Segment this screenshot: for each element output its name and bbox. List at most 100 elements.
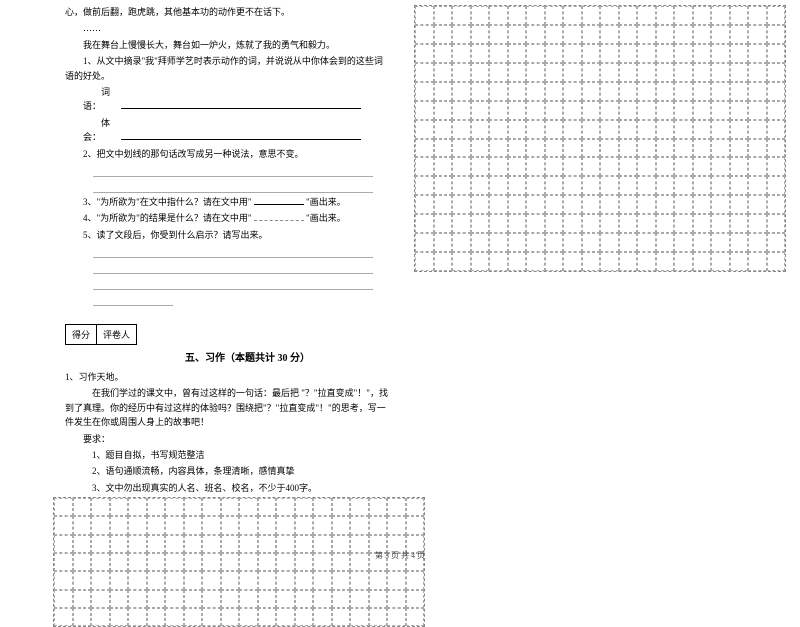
grid-cell[interactable]: [526, 101, 545, 120]
grid-cell[interactable]: [221, 498, 240, 516]
grid-cell[interactable]: [600, 120, 619, 139]
grid-cell[interactable]: [239, 498, 258, 516]
grid-cell[interactable]: [563, 214, 582, 233]
grid-cell[interactable]: [202, 608, 221, 626]
grid-cell[interactable]: [508, 139, 527, 158]
grid-cell[interactable]: [600, 82, 619, 101]
grid-cell[interactable]: [637, 233, 656, 252]
grid-cell[interactable]: [165, 608, 184, 626]
grid-cell[interactable]: [526, 25, 545, 44]
grid-cell[interactable]: [582, 120, 601, 139]
grid-cell[interactable]: [276, 608, 295, 626]
grid-cell[interactable]: [748, 101, 767, 120]
grid-cell[interactable]: [434, 176, 453, 195]
grid-cell[interactable]: [563, 44, 582, 63]
grid-cell[interactable]: [434, 214, 453, 233]
grid-cell[interactable]: [434, 25, 453, 44]
grid-cell[interactable]: [582, 233, 601, 252]
grid-cell[interactable]: [415, 176, 434, 195]
grid-cell[interactable]: [545, 120, 564, 139]
grid-cell[interactable]: [730, 25, 749, 44]
grid-cell[interactable]: [711, 120, 730, 139]
grid-cell[interactable]: [415, 252, 434, 271]
grid-cell[interactable]: [387, 571, 406, 589]
grid-cell[interactable]: [165, 571, 184, 589]
grid-cell[interactable]: [73, 571, 92, 589]
grid-cell[interactable]: [674, 233, 693, 252]
grid-cell[interactable]: [91, 590, 110, 608]
grid-cell[interactable]: [434, 44, 453, 63]
grid-cell[interactable]: [406, 498, 425, 516]
grid-cell[interactable]: [471, 176, 490, 195]
grid-cell[interactable]: [748, 6, 767, 25]
grid-cell[interactable]: [600, 101, 619, 120]
grid-cell[interactable]: [295, 516, 314, 534]
grid-cell[interactable]: [563, 63, 582, 82]
grid-cell[interactable]: [313, 498, 332, 516]
grid-cell[interactable]: [582, 139, 601, 158]
grid-cell[interactable]: [693, 6, 712, 25]
grid-cell[interactable]: [711, 176, 730, 195]
grid-cell[interactable]: [489, 63, 508, 82]
grid-cell[interactable]: [674, 252, 693, 271]
grid-cell[interactable]: [545, 101, 564, 120]
grid-cell[interactable]: [415, 82, 434, 101]
grid-cell[interactable]: [434, 120, 453, 139]
grid-cell[interactable]: [600, 233, 619, 252]
grid-cell[interactable]: [489, 139, 508, 158]
grid-cell[interactable]: [54, 590, 73, 608]
grid-cell[interactable]: [350, 571, 369, 589]
grid-cell[interactable]: [452, 233, 471, 252]
grid-cell[interactable]: [563, 176, 582, 195]
grid-cell[interactable]: [656, 25, 675, 44]
grid-cell[interactable]: [489, 252, 508, 271]
grid-cell[interactable]: [202, 498, 221, 516]
grid-cell[interactable]: [582, 101, 601, 120]
grid-cell[interactable]: [387, 516, 406, 534]
grid-cell[interactable]: [73, 608, 92, 626]
grid-cell[interactable]: [526, 63, 545, 82]
grid-cell[interactable]: [452, 176, 471, 195]
grid-cell[interactable]: [110, 608, 129, 626]
grid-cell[interactable]: [545, 63, 564, 82]
grid-cell[interactable]: [563, 6, 582, 25]
grid-cell[interactable]: [54, 608, 73, 626]
grid-cell[interactable]: [730, 139, 749, 158]
grid-cell[interactable]: [526, 233, 545, 252]
grid-cell[interactable]: [452, 6, 471, 25]
grid-cell[interactable]: [674, 63, 693, 82]
grid-cell[interactable]: [508, 157, 527, 176]
grid-cell[interactable]: [452, 44, 471, 63]
grid-cell[interactable]: [452, 252, 471, 271]
grid-cell[interactable]: [637, 252, 656, 271]
grid-cell[interactable]: [693, 157, 712, 176]
grid-cell[interactable]: [276, 571, 295, 589]
grid-cell[interactable]: [415, 44, 434, 63]
grid-cell[interactable]: [313, 571, 332, 589]
grid-cell[interactable]: [748, 120, 767, 139]
grid-cell[interactable]: [165, 516, 184, 534]
grid-cell[interactable]: [711, 63, 730, 82]
grid-cell[interactable]: [434, 139, 453, 158]
grid-cell[interactable]: [674, 82, 693, 101]
grid-cell[interactable]: [767, 214, 786, 233]
grid-cell[interactable]: [711, 252, 730, 271]
grid-cell[interactable]: [452, 120, 471, 139]
grid-cell[interactable]: [526, 44, 545, 63]
grid-cell[interactable]: [674, 176, 693, 195]
grid-cell[interactable]: [637, 44, 656, 63]
grid-cell[interactable]: [656, 252, 675, 271]
grid-cell[interactable]: [508, 101, 527, 120]
grid-cell[interactable]: [619, 139, 638, 158]
grid-cell[interactable]: [313, 608, 332, 626]
grid-cell[interactable]: [258, 590, 277, 608]
grid-cell[interactable]: [508, 6, 527, 25]
grid-cell[interactable]: [526, 195, 545, 214]
grid-cell[interactable]: [674, 101, 693, 120]
grid-cell[interactable]: [295, 590, 314, 608]
grid-cell[interactable]: [767, 101, 786, 120]
grid-cell[interactable]: [147, 516, 166, 534]
grid-cell[interactable]: [545, 6, 564, 25]
grid-cell[interactable]: [489, 214, 508, 233]
grid-cell[interactable]: [600, 157, 619, 176]
